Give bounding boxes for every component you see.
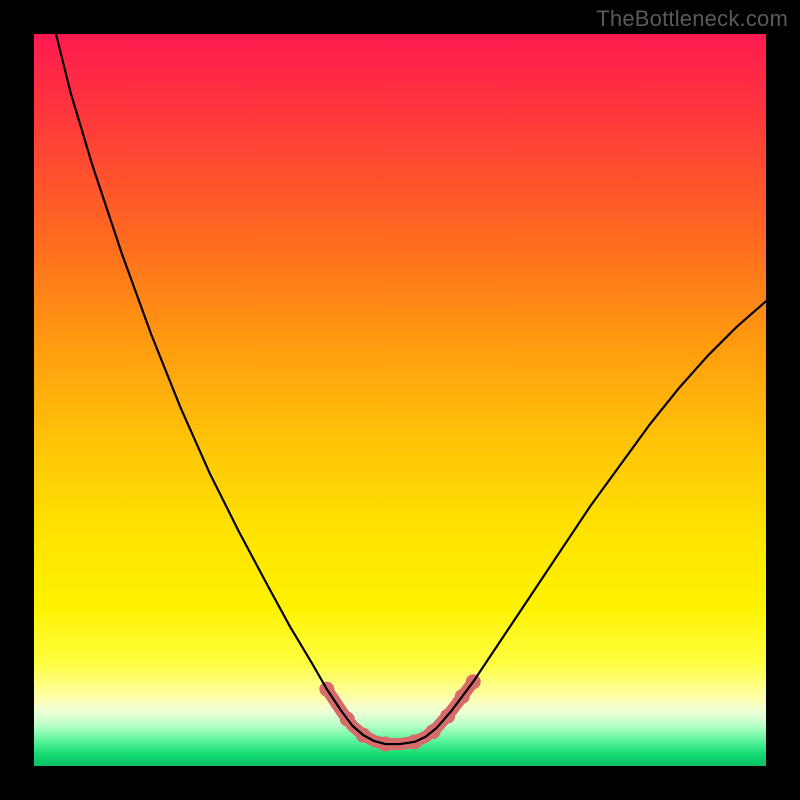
gradient-background xyxy=(34,34,766,766)
plot-area xyxy=(34,34,766,766)
chart-container: TheBottleneck.com xyxy=(0,0,800,800)
bottleneck-curve-chart xyxy=(34,34,766,766)
watermark-text: TheBottleneck.com xyxy=(596,6,788,32)
